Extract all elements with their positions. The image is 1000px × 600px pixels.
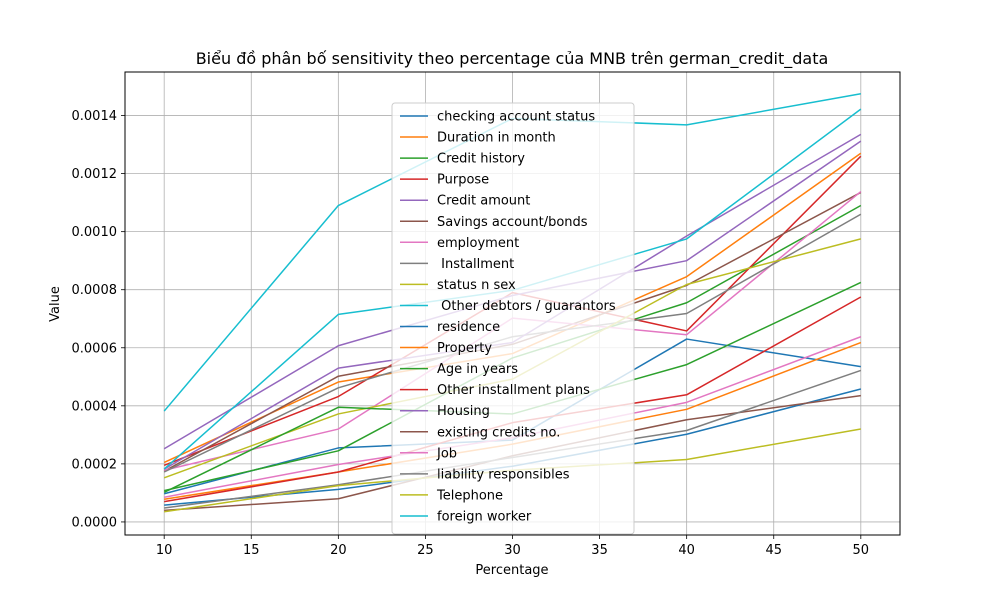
legend-label: Telephone [436, 488, 503, 503]
y-tick-label: 0.0012 [72, 167, 118, 182]
x-tick-label: 45 [765, 543, 782, 558]
legend-label: foreign worker [437, 509, 532, 524]
x-tick-label: 35 [591, 543, 608, 558]
legend-label: Age in years [437, 362, 518, 377]
legend-label: Other debtors / guarantors [437, 299, 616, 314]
x-tick-label: 20 [330, 543, 347, 558]
legend-label: Savings account/bonds [437, 215, 588, 230]
chart-title: Biểu đồ phân bố sensitivity theo percent… [196, 49, 829, 69]
legend-label: residence [437, 320, 500, 335]
y-tick-label: 0.0008 [72, 283, 118, 298]
legend-label: Credit amount [437, 194, 530, 209]
y-tick-label: 0.0004 [72, 399, 118, 414]
legend-label: Purpose [437, 173, 489, 188]
x-tick-label: 50 [853, 543, 870, 558]
x-tick-label: 10 [156, 543, 173, 558]
x-tick-label: 25 [417, 543, 434, 558]
legend-label: Property [437, 341, 492, 356]
x-axis: 10 15 20 25 30 35 40 45 50 [156, 535, 869, 558]
legend-label: Other installment plans [437, 383, 590, 398]
legend-label: employment [437, 236, 519, 251]
y-tick-label: 0.0000 [72, 515, 118, 530]
legend: checking account status Duration in month… [391, 102, 635, 535]
x-tick-label: 15 [243, 543, 260, 558]
legend-label: Installment [437, 257, 514, 272]
legend-label: status n sex [437, 278, 516, 293]
y-tick-label: 0.0010 [72, 225, 118, 240]
y-tick-label: 0.0006 [72, 341, 118, 356]
legend-frame [391, 102, 635, 535]
x-axis-title: Percentage [475, 563, 548, 578]
legend-label: liability responsibles [437, 467, 570, 482]
legend-label: Credit history [437, 152, 525, 167]
y-tick-label: 0.0014 [72, 109, 118, 124]
legend-label: existing credits no. [437, 425, 560, 440]
y-axis-title: Value [48, 286, 63, 322]
x-tick-label: 30 [504, 543, 521, 558]
legend-label: Housing [437, 404, 490, 419]
y-axis: 0.0000 0.0002 0.0004 0.0006 0.0008 0.0010 0.00… [72, 109, 125, 530]
y-tick-label: 0.0002 [72, 457, 118, 472]
x-tick-label: 40 [678, 543, 695, 558]
legend-label: checking account status [437, 110, 595, 125]
legend-label: Job [436, 446, 457, 461]
legend-label: Duration in month [437, 131, 556, 146]
